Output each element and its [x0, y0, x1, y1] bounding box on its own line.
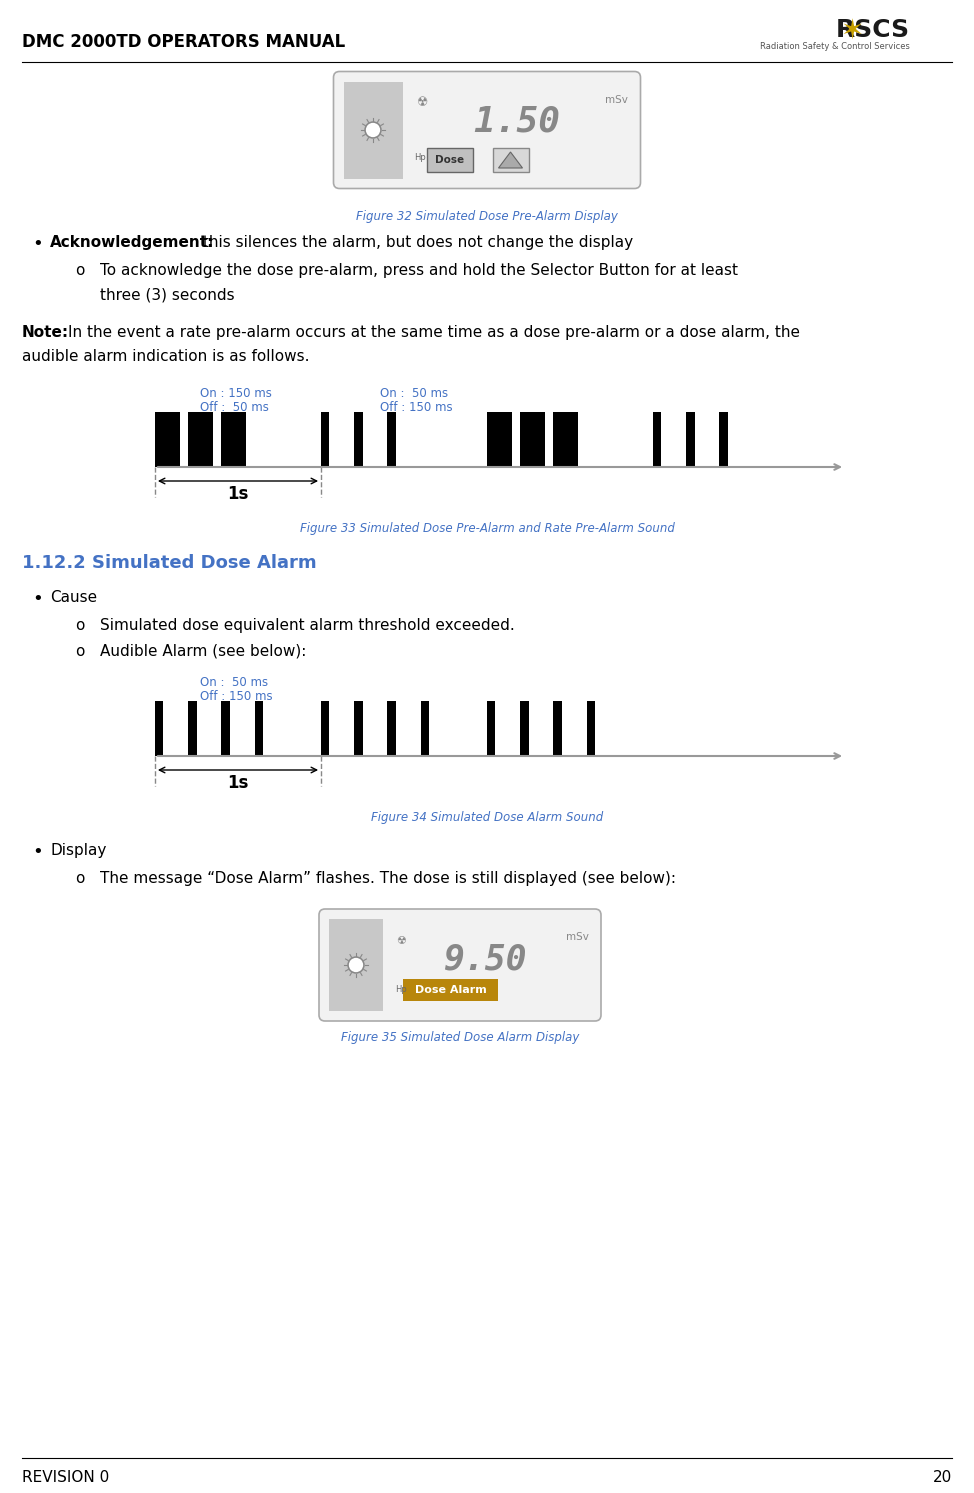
Text: Figure 34 Simulated Dose Alarm Sound: Figure 34 Simulated Dose Alarm Sound — [371, 811, 603, 824]
Bar — [355, 702, 362, 755]
Text: o: o — [75, 618, 85, 633]
Polygon shape — [499, 152, 522, 169]
Text: Note:: Note: — [22, 325, 69, 340]
Text: On :  50 ms: On : 50 ms — [380, 387, 448, 400]
Bar — [188, 412, 213, 467]
Text: The message “Dose Alarm” flashes. The dose is still displayed (see below):: The message “Dose Alarm” flashes. The do… — [100, 870, 676, 885]
Circle shape — [365, 122, 381, 137]
Text: •: • — [32, 844, 44, 861]
Bar — [321, 412, 329, 467]
Bar — [388, 412, 395, 467]
Bar — [329, 920, 383, 1011]
Bar — [553, 412, 579, 467]
Bar — [321, 702, 329, 755]
Bar — [487, 412, 512, 467]
Bar — [155, 412, 180, 467]
Bar — [344, 82, 402, 179]
Bar — [421, 702, 429, 755]
Bar — [388, 702, 395, 755]
Bar — [155, 702, 164, 755]
Bar — [487, 702, 496, 755]
Text: Display: Display — [50, 844, 106, 858]
Text: RSCS: RSCS — [836, 18, 910, 42]
Text: Radiation Safety & Control Services: Radiation Safety & Control Services — [760, 42, 910, 51]
Text: ☢: ☢ — [396, 936, 406, 947]
Bar — [553, 702, 562, 755]
Text: o: o — [75, 870, 85, 885]
Bar — [653, 412, 661, 467]
Text: To acknowledge the dose pre-alarm, press and hold the Selector Button for at lea: To acknowledge the dose pre-alarm, press… — [100, 263, 738, 278]
Text: Acknowledgement:: Acknowledgement: — [50, 234, 214, 249]
Bar — [520, 702, 529, 755]
Text: Figure 35 Simulated Dose Alarm Display: Figure 35 Simulated Dose Alarm Display — [341, 1032, 580, 1044]
Text: ✶: ✶ — [840, 18, 863, 46]
Text: Dose Alarm: Dose Alarm — [415, 985, 486, 994]
Bar — [355, 412, 362, 467]
Text: mSv: mSv — [605, 96, 628, 105]
FancyBboxPatch shape — [319, 909, 601, 1021]
Text: 9.50: 9.50 — [443, 942, 527, 976]
Bar — [254, 702, 263, 755]
Text: In the event a rate pre-alarm occurs at the same time as a dose pre-alarm or a d: In the event a rate pre-alarm occurs at … — [68, 325, 800, 340]
Text: 1s: 1s — [227, 773, 248, 791]
Text: Off : 150 ms: Off : 150 ms — [380, 402, 453, 414]
Bar — [520, 412, 545, 467]
Bar — [403, 979, 498, 1000]
Text: Hp: Hp — [415, 154, 427, 163]
Text: Audible Alarm (see below):: Audible Alarm (see below): — [100, 643, 307, 658]
Text: 20: 20 — [933, 1471, 952, 1486]
Text: o: o — [75, 263, 85, 278]
Text: 1.50: 1.50 — [473, 105, 560, 139]
Text: Figure 33 Simulated Dose Pre-Alarm and Rate Pre-Alarm Sound: Figure 33 Simulated Dose Pre-Alarm and R… — [300, 523, 674, 534]
Text: Off : 150 ms: Off : 150 ms — [200, 690, 273, 703]
Text: 1s: 1s — [227, 485, 248, 503]
Text: this silences the alarm, but does not change the display: this silences the alarm, but does not ch… — [198, 234, 633, 249]
Text: three (3) seconds: three (3) seconds — [100, 287, 235, 302]
Text: 1.12.2 Simulated Dose Alarm: 1.12.2 Simulated Dose Alarm — [22, 554, 317, 572]
Text: On :  50 ms: On : 50 ms — [200, 676, 268, 688]
Bar — [687, 412, 694, 467]
Text: o: o — [75, 643, 85, 658]
Text: audible alarm indication is as follows.: audible alarm indication is as follows. — [22, 349, 310, 364]
Text: ☢: ☢ — [417, 96, 429, 109]
Text: Simulated dose equivalent alarm threshold exceeded.: Simulated dose equivalent alarm threshol… — [100, 618, 514, 633]
Bar — [221, 702, 230, 755]
Text: •: • — [32, 590, 44, 608]
Text: Off :  50 ms: Off : 50 ms — [200, 402, 269, 414]
Text: mSv: mSv — [566, 932, 588, 942]
Text: Cause: Cause — [50, 590, 97, 605]
Bar — [188, 702, 197, 755]
Text: •: • — [32, 234, 44, 252]
Text: Figure 32 Simulated Dose Pre-Alarm Display: Figure 32 Simulated Dose Pre-Alarm Displ… — [356, 211, 618, 222]
Text: On : 150 ms: On : 150 ms — [200, 387, 272, 400]
Text: DMC 2000TD OPERATORS MANUAL: DMC 2000TD OPERATORS MANUAL — [22, 33, 345, 51]
Text: Hp: Hp — [395, 984, 407, 993]
Bar — [221, 412, 246, 467]
Bar — [586, 702, 595, 755]
Bar — [493, 148, 529, 172]
Bar — [720, 412, 728, 467]
Circle shape — [348, 957, 364, 973]
Text: Dose: Dose — [435, 155, 464, 166]
FancyBboxPatch shape — [333, 72, 641, 188]
Bar — [427, 148, 472, 172]
Text: REVISION 0: REVISION 0 — [22, 1471, 109, 1486]
